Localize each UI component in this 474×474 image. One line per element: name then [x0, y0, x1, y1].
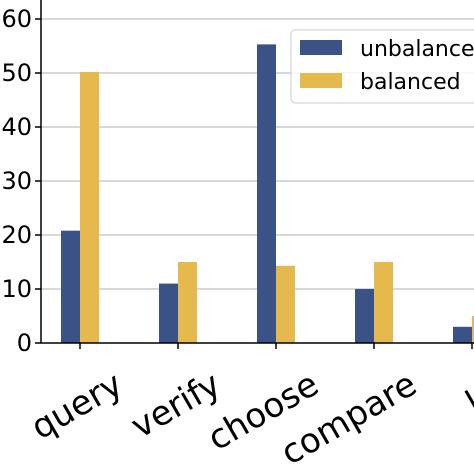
legend-swatch-balanced	[300, 73, 342, 88]
y-tick-label: 30	[1, 167, 32, 195]
bar-balanced-loc	[472, 316, 474, 343]
y-tick-label: 60	[1, 5, 32, 33]
bar-unbalanced-compare	[355, 289, 374, 343]
legend-label-unbalanced: unbalance	[360, 37, 474, 62]
bar-unbalanced-verify	[159, 283, 178, 343]
y-tick-label: 20	[1, 221, 32, 249]
bar-unbalanced-query	[61, 230, 80, 343]
legend-swatch-unbalanced	[300, 40, 342, 55]
x-tick-label-loc: loc	[459, 364, 474, 423]
y-tick-label: 0	[17, 329, 32, 357]
y-tick-label: 50	[1, 59, 32, 87]
bar-unbalanced-loc	[453, 326, 472, 343]
bars	[61, 44, 474, 344]
bar-unbalanced-choose	[257, 44, 276, 343]
y-tick-label: 10	[1, 275, 32, 303]
y-tick-label: 40	[1, 113, 32, 141]
bar-balanced-choose	[276, 265, 295, 343]
bar-balanced-verify	[178, 262, 197, 343]
legend: unbalance balanced	[290, 29, 474, 104]
y-ticks: 0 10 20 30 40 50 60	[1, 5, 41, 357]
bar-balanced-query	[80, 71, 99, 344]
legend-label-balanced: balanced	[360, 70, 461, 95]
x-tick-label-query: query	[24, 364, 129, 448]
bar-balanced-compare	[374, 262, 393, 343]
axes	[40, 0, 474, 344]
